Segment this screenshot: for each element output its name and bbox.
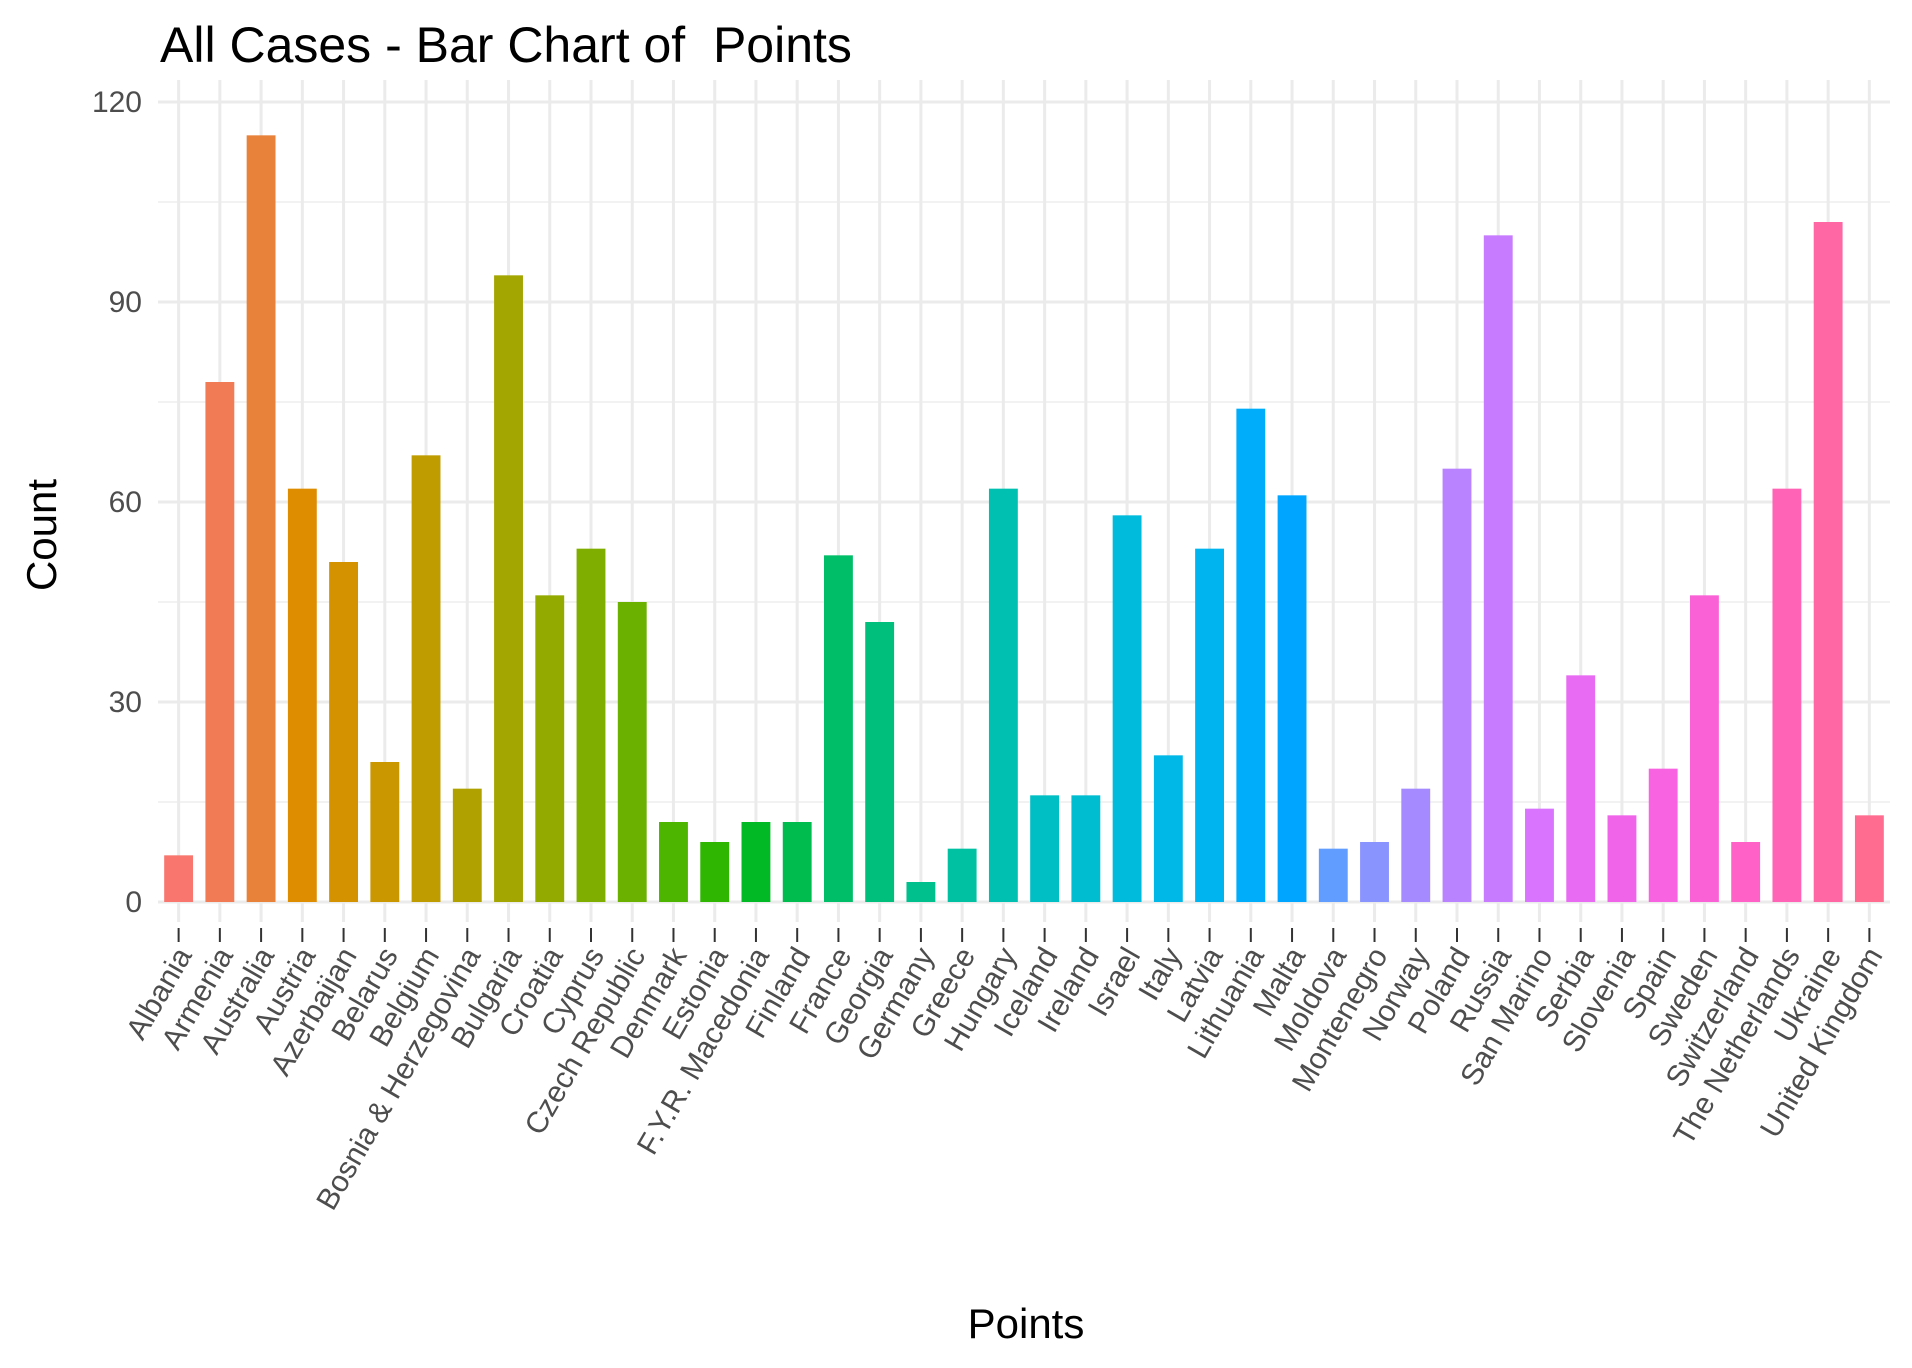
bar-serbia: [1566, 675, 1596, 902]
bar-ireland: [1071, 795, 1101, 902]
x-axis-title: Points: [968, 1300, 1085, 1347]
bar-the-netherlands: [1772, 488, 1802, 902]
bars: [164, 135, 1884, 903]
y-tick-label: 60: [109, 486, 142, 519]
bar-montenegro: [1360, 842, 1389, 902]
bar-greece: [947, 848, 977, 902]
bar-switzerland: [1731, 842, 1761, 902]
bar-belarus: [370, 762, 400, 902]
x-axis: AlbaniaArmeniaAustraliaAustriaAzerbaijan…: [120, 928, 1889, 1216]
bar-italy: [1153, 755, 1183, 902]
bar-slovenia: [1607, 815, 1637, 902]
bar-moldova: [1318, 848, 1348, 902]
bar-belgium: [411, 455, 441, 902]
y-tick-label: 0: [125, 886, 142, 919]
bar-sweden: [1689, 595, 1719, 902]
bar-norway: [1401, 788, 1431, 902]
bar-bulgaria: [494, 275, 523, 902]
y-axis-title: Count: [18, 479, 65, 591]
bar-iceland: [1030, 795, 1060, 902]
bar-bosnia-herzegovina: [452, 788, 482, 902]
bar-san-marino: [1525, 808, 1554, 902]
bar-united-kingdom: [1854, 815, 1884, 902]
bar-france: [823, 555, 853, 902]
bar-israel: [1112, 515, 1142, 902]
chart-title: All Cases - Bar Chart of Points: [160, 17, 852, 73]
bar-albania: [164, 855, 194, 902]
y-axis: 0 30 60 90 120: [92, 86, 142, 919]
y-tick-label: 120: [92, 86, 142, 119]
bar-estonia: [700, 842, 730, 902]
bar-hungary: [988, 488, 1018, 902]
bar-poland: [1442, 468, 1472, 902]
bar-lithuania: [1236, 408, 1266, 902]
bar-ukraine: [1813, 222, 1843, 902]
bar-germany: [906, 882, 936, 902]
bar-cyprus: [576, 548, 606, 902]
y-tick-label: 90: [109, 286, 142, 319]
bar-finland: [782, 822, 812, 902]
bar-austria: [287, 488, 317, 902]
bar-spain: [1648, 768, 1678, 902]
bar-russia: [1483, 235, 1513, 903]
bar-malta: [1277, 495, 1307, 902]
bar-denmark: [659, 822, 688, 902]
bar-latvia: [1195, 548, 1225, 902]
bar-australia: [246, 135, 276, 903]
bar-czech-republic: [617, 602, 647, 902]
bar-azerbaijan: [329, 562, 359, 902]
y-tick-label: 30: [109, 686, 142, 719]
bar-f-y-r-macedonia: [741, 822, 771, 902]
bar-armenia: [205, 382, 235, 902]
bar-georgia: [865, 622, 895, 902]
bar-croatia: [535, 595, 565, 902]
